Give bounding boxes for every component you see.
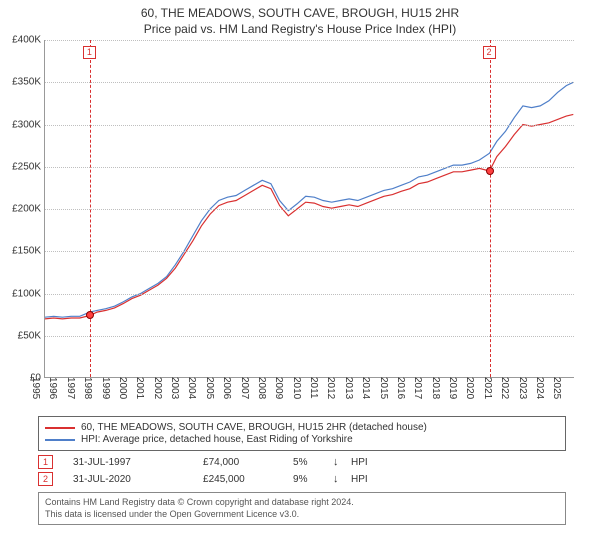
- y-tick-label: £250K: [12, 161, 45, 172]
- legend-row: HPI: Average price, detached house, East…: [45, 434, 559, 445]
- grid-line: [45, 125, 574, 126]
- x-tick-label: 2010: [291, 377, 304, 399]
- x-tick-label: 2014: [360, 377, 373, 399]
- x-tick-label: 2019: [447, 377, 460, 399]
- chart-title: 60, THE MEADOWS, SOUTH CAVE, BROUGH, HU1…: [0, 0, 600, 20]
- x-tick-label: 2003: [169, 377, 182, 399]
- y-tick-label: £50K: [18, 330, 45, 341]
- sale-pct: 9%: [293, 474, 333, 485]
- x-tick-label: 1998: [82, 377, 95, 399]
- grid-line: [45, 336, 574, 337]
- x-tick-label: 2015: [378, 377, 391, 399]
- sale-hpi-label: HPI: [351, 457, 368, 468]
- sale-dot: [86, 311, 94, 319]
- x-tick-label: 1999: [100, 377, 113, 399]
- x-tick-label: 2006: [221, 377, 234, 399]
- x-tick-label: 2016: [395, 377, 408, 399]
- legend-label: HPI: Average price, detached house, East…: [81, 434, 353, 445]
- arrow-down-icon: ↓: [333, 473, 351, 485]
- chart-container: 60, THE MEADOWS, SOUTH CAVE, BROUGH, HU1…: [0, 0, 600, 560]
- grid-line: [45, 251, 574, 252]
- x-tick-label: 2025: [551, 377, 564, 399]
- y-tick-label: £100K: [12, 288, 45, 299]
- sale-date: 31-JUL-1997: [73, 457, 203, 468]
- sale-dot: [486, 167, 494, 175]
- x-tick-label: 2020: [464, 377, 477, 399]
- sale-vline: [490, 40, 491, 377]
- legend-swatch: [45, 427, 75, 429]
- sale-vline: [90, 40, 91, 377]
- sale-pct: 5%: [293, 457, 333, 468]
- legend-swatch: [45, 439, 75, 441]
- sale-row: 1 31-JUL-1997£74,0005%↓HPI: [38, 455, 600, 469]
- x-tick-label: 2008: [256, 377, 269, 399]
- legend: 60, THE MEADOWS, SOUTH CAVE, BROUGH, HU1…: [38, 416, 566, 451]
- x-tick-label: 2005: [204, 377, 217, 399]
- x-tick-label: 1995: [30, 377, 43, 399]
- sales-list: 1 31-JUL-1997£74,0005%↓HPI 2 31-JUL-2020£24…: [0, 455, 600, 486]
- attribution-line-1: Contains HM Land Registry data © Crown c…: [45, 497, 559, 509]
- sale-hpi-label: HPI: [351, 474, 368, 485]
- legend-row: 60, THE MEADOWS, SOUTH CAVE, BROUGH, HU1…: [45, 422, 559, 433]
- x-tick-label: 2024: [534, 377, 547, 399]
- y-tick-label: £350K: [12, 77, 45, 88]
- sale-price: £245,000: [203, 474, 293, 485]
- legend-label: 60, THE MEADOWS, SOUTH CAVE, BROUGH, HU1…: [81, 422, 427, 433]
- x-tick-label: 2000: [117, 377, 130, 399]
- grid-line: [45, 209, 574, 210]
- arrow-down-icon: ↓: [333, 456, 351, 468]
- sale-marker-box: 1: [83, 46, 96, 59]
- x-tick-label: 1996: [47, 377, 60, 399]
- x-tick-label: 2022: [499, 377, 512, 399]
- x-tick-label: 2002: [152, 377, 165, 399]
- y-tick-label: £150K: [12, 246, 45, 257]
- grid-line: [45, 167, 574, 168]
- sale-price: £74,000: [203, 457, 293, 468]
- attribution-line-2: This data is licensed under the Open Gov…: [45, 509, 559, 521]
- x-tick-label: 2023: [517, 377, 530, 399]
- grid-line: [45, 294, 574, 295]
- sale-marker-box: 2: [483, 46, 496, 59]
- y-tick-label: £200K: [12, 204, 45, 215]
- x-tick-label: 2012: [325, 377, 338, 399]
- chart-subtitle: Price paid vs. HM Land Registry's House …: [0, 20, 600, 40]
- chart-area: £0£50K£100K£150K£200K£250K£300K£350K£400…: [34, 40, 594, 410]
- sale-row-marker: 1: [38, 455, 53, 469]
- x-tick-label: 2009: [273, 377, 286, 399]
- x-tick-label: 2007: [239, 377, 252, 399]
- x-tick-label: 2011: [308, 377, 321, 399]
- x-tick-label: 2017: [412, 377, 425, 399]
- x-tick-label: 2021: [482, 377, 495, 399]
- grid-line: [45, 82, 574, 83]
- y-tick-label: £300K: [12, 119, 45, 130]
- x-tick-label: 1997: [65, 377, 78, 399]
- x-tick-label: 2018: [430, 377, 443, 399]
- grid-line: [45, 40, 574, 41]
- x-tick-label: 2013: [343, 377, 356, 399]
- series-hpi: [45, 82, 573, 317]
- sale-row: 2 31-JUL-2020£245,0009%↓HPI: [38, 472, 600, 486]
- x-tick-label: 2001: [134, 377, 147, 399]
- sale-row-marker: 2: [38, 472, 53, 486]
- y-tick-label: £400K: [12, 35, 45, 46]
- x-tick-label: 2004: [186, 377, 199, 399]
- sale-date: 31-JUL-2020: [73, 474, 203, 485]
- attribution: Contains HM Land Registry data © Crown c…: [38, 492, 566, 525]
- plot-area: £0£50K£100K£150K£200K£250K£300K£350K£400…: [44, 40, 574, 378]
